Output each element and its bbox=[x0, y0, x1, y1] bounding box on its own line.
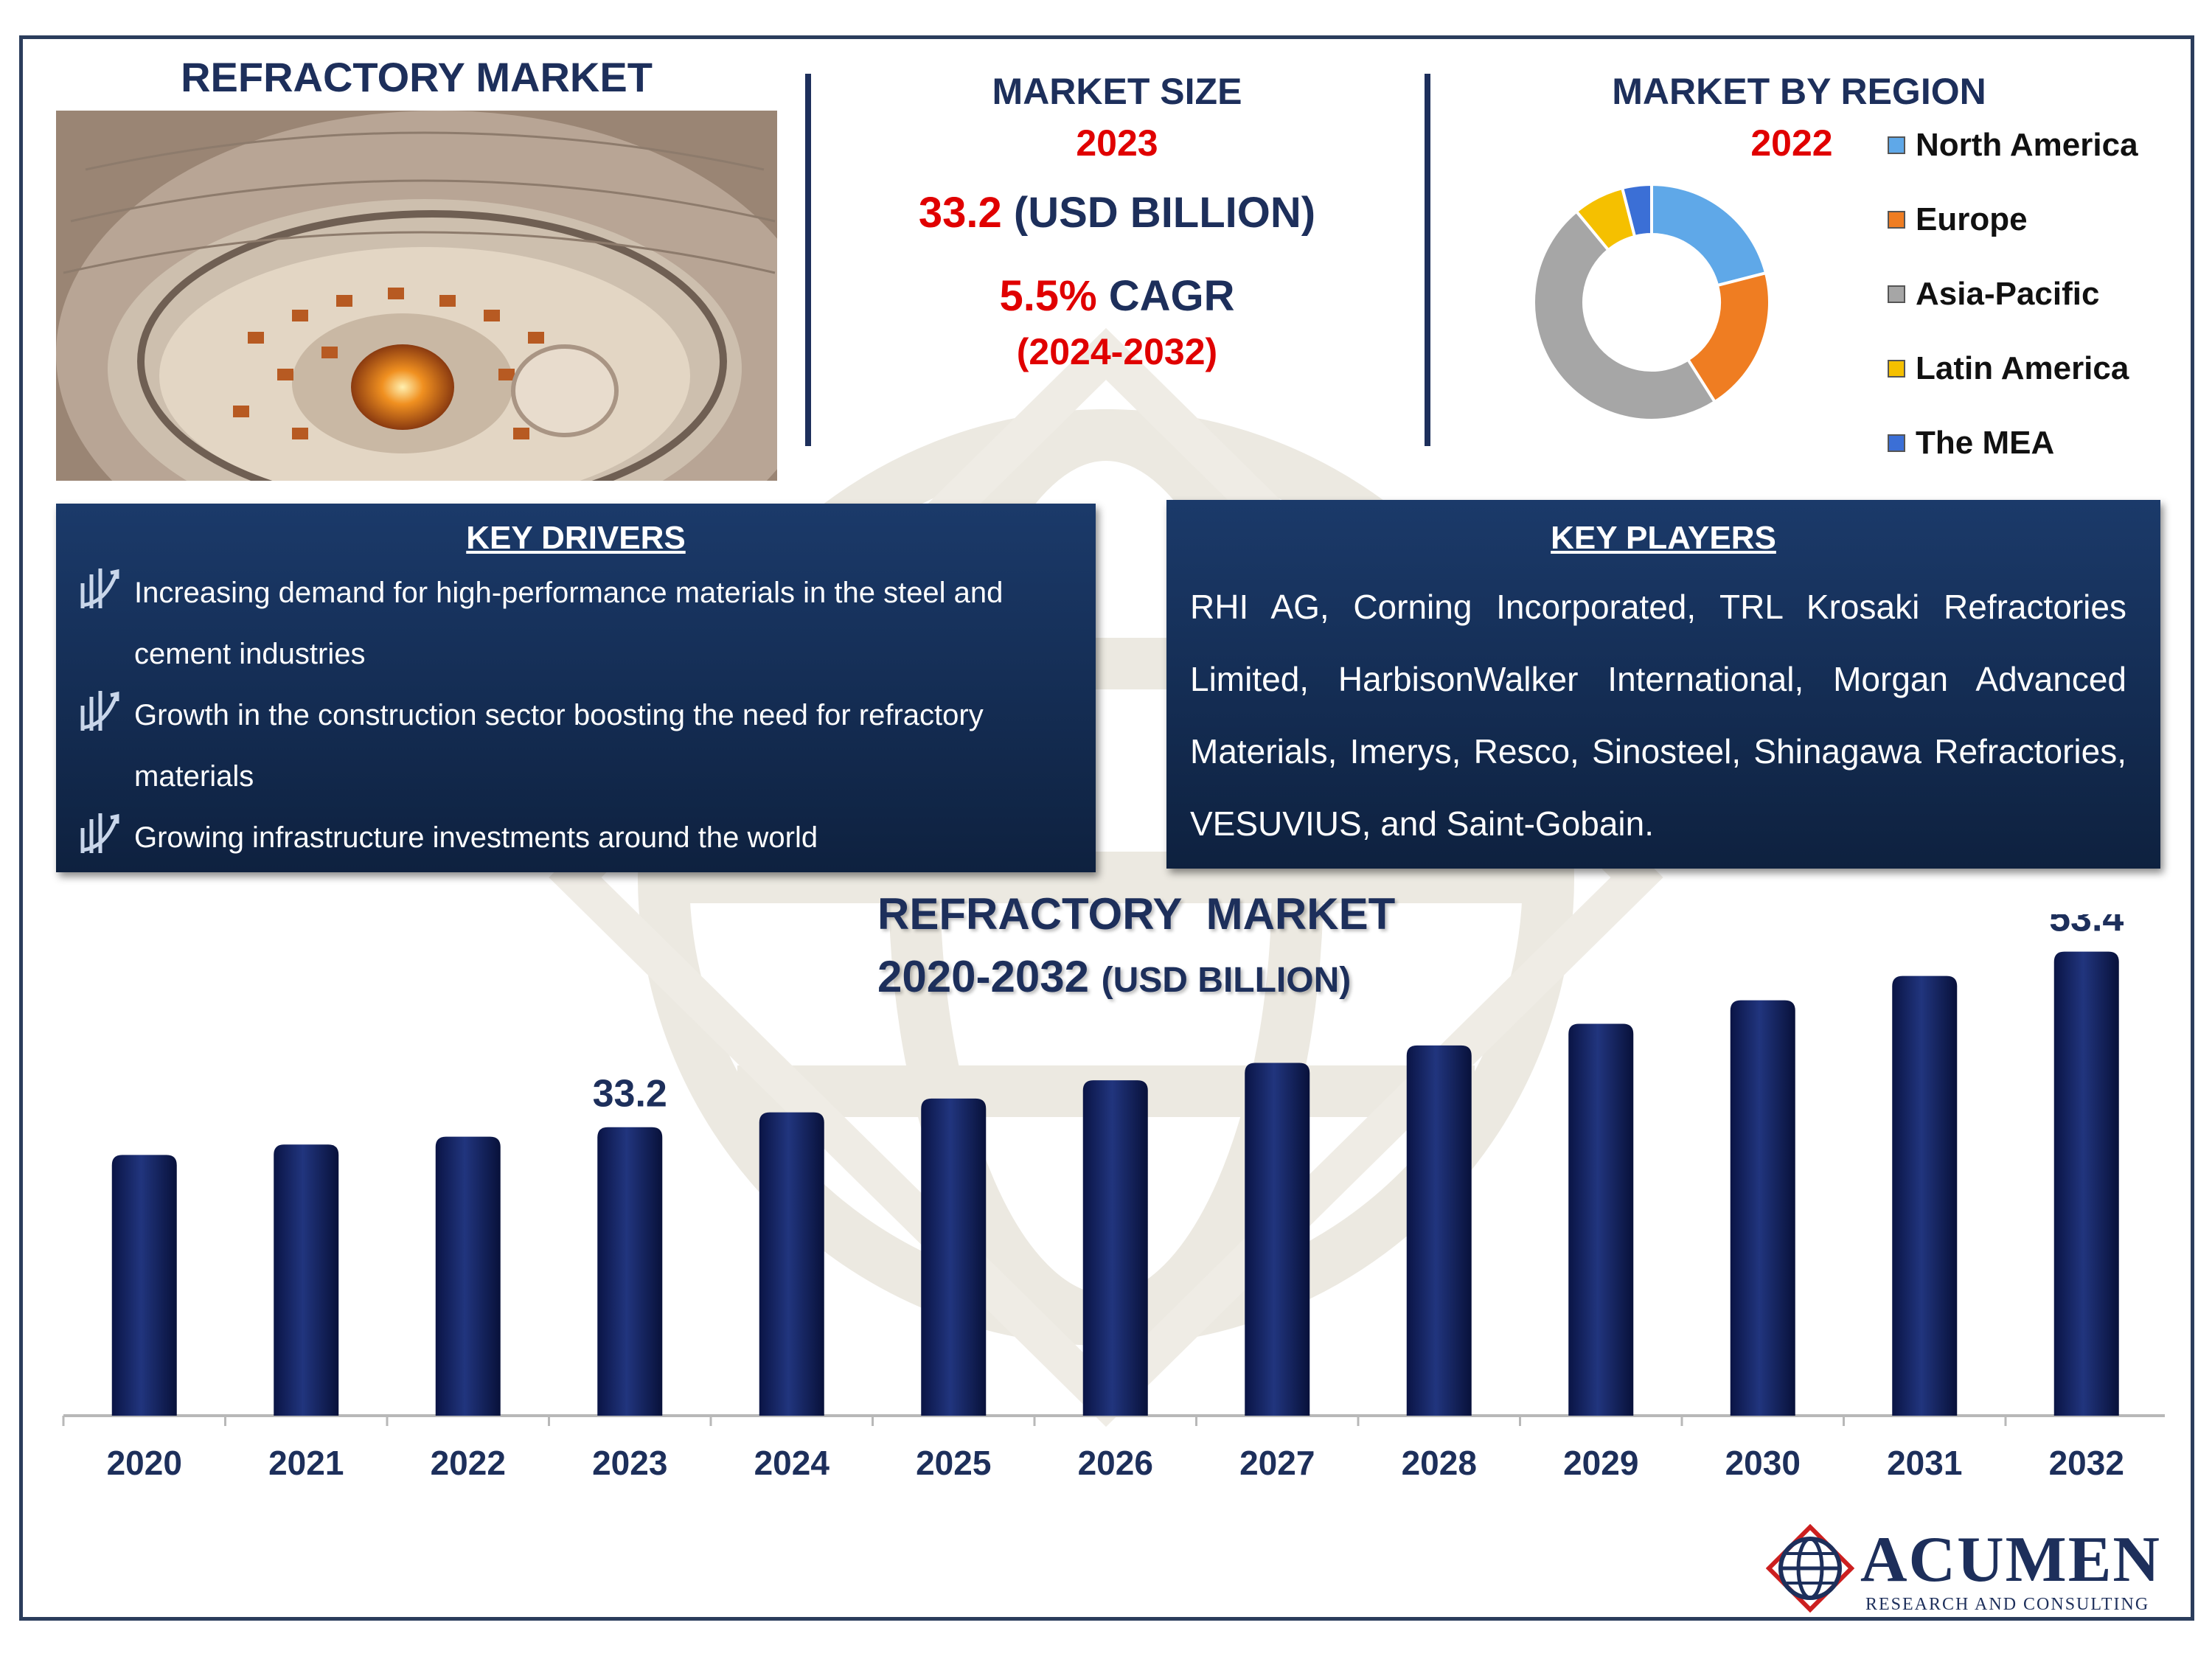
x-tick-label: 2030 bbox=[1725, 1444, 1801, 1482]
latin-america-swatch-icon bbox=[1888, 360, 1905, 378]
growth-chart-icon bbox=[80, 568, 119, 608]
key-players-title: KEY PLAYERS bbox=[1551, 520, 1776, 556]
cagr-value: 5.5% bbox=[999, 272, 1097, 320]
driver-item: Growth in the construction sector boosti… bbox=[77, 685, 1085, 807]
key-drivers-title: KEY DRIVERS bbox=[466, 520, 686, 556]
north-america-swatch-icon bbox=[1888, 136, 1905, 154]
logo-name: ACUMEN bbox=[1860, 1524, 2161, 1596]
bar-2024 bbox=[759, 1112, 824, 1416]
legend-europe: Europe bbox=[1888, 201, 2028, 238]
chart-title: REFRACTORY MARKET bbox=[877, 889, 1396, 939]
donut-slice-north-america bbox=[1650, 182, 1768, 288]
x-tick-label: 2029 bbox=[1563, 1444, 1638, 1482]
bar-chart: 2020 2021 2022 2023 33.2 2024 2025 2026 2027 2028… bbox=[62, 914, 2165, 1482]
driver-item: Growing infrastructure investments aroun… bbox=[77, 807, 1085, 869]
divider-left bbox=[805, 74, 811, 446]
x-tick-label: 2020 bbox=[107, 1444, 182, 1482]
region-title: MARKET BY REGION bbox=[1612, 71, 1986, 112]
market-size-unit: (USD BILLION) bbox=[1013, 189, 1316, 237]
x-tick-label: 2028 bbox=[1402, 1444, 1477, 1482]
key-players-panel: KEY PLAYERS RHI AG, Corning Incorporated… bbox=[1166, 500, 2160, 869]
driver-item: Increasing demand for high-performance m… bbox=[77, 563, 1085, 685]
chart-subtitle: 2020-2032 (USD BILLION) bbox=[877, 951, 1351, 1002]
donut-slice-the-mea bbox=[1620, 182, 1653, 239]
x-tick-label: 2025 bbox=[916, 1444, 991, 1482]
mea-swatch-icon bbox=[1888, 434, 1905, 452]
europe-swatch-icon bbox=[1888, 211, 1905, 229]
donut-hole bbox=[1585, 236, 1718, 369]
acumen-logo: ACUMEN RESEARCH AND CONSULTING bbox=[1766, 1523, 2171, 1618]
legend-label: Europe bbox=[1916, 201, 2028, 237]
market-size-value-line: 33.2 (USD BILLION) bbox=[826, 188, 1408, 237]
infographic-frame bbox=[19, 35, 2194, 1621]
bar-2026 bbox=[1082, 1080, 1148, 1416]
bar-2022 bbox=[435, 1136, 501, 1416]
chart-subtitle-unit: (USD BILLION) bbox=[1101, 961, 1352, 1000]
growth-chart-icon bbox=[80, 691, 119, 731]
legend-label: Asia-Pacific bbox=[1916, 276, 2100, 312]
key-drivers-panel: KEY DRIVERS Increasing demand for high-p… bbox=[56, 504, 1096, 872]
legend-label: North America bbox=[1916, 127, 2138, 163]
legend-latin-america: Latin America bbox=[1888, 350, 2129, 387]
x-tick-label: 2027 bbox=[1239, 1444, 1315, 1482]
x-tick-label: 2024 bbox=[754, 1444, 830, 1482]
bar-2029 bbox=[1568, 1023, 1634, 1416]
chart-subtitle-years: 2020-2032 bbox=[877, 952, 1089, 1001]
market-size-label: MARKET SIZE bbox=[992, 71, 1242, 112]
legend-label: The MEA bbox=[1916, 425, 2055, 461]
driver-text: Growing infrastructure investments aroun… bbox=[134, 821, 818, 854]
x-tick-label: 2022 bbox=[431, 1444, 506, 1482]
cagr-label: CAGR bbox=[1108, 272, 1235, 320]
cagr-line: 5.5% CAGR bbox=[826, 271, 1408, 321]
bar-2030 bbox=[1730, 1000, 1795, 1416]
driver-text: Increasing demand for high-performance m… bbox=[134, 577, 1004, 670]
region-donut-chart bbox=[1532, 182, 1771, 422]
driver-text: Growth in the construction sector boosti… bbox=[134, 699, 984, 793]
bar-2032 bbox=[2053, 951, 2119, 1416]
key-players-text: RHI AG, Corning Incorporated, TRL Krosak… bbox=[1190, 588, 2126, 843]
data-label-2032: 53.4 bbox=[2049, 914, 2124, 940]
cagr-period: (2024-2032) bbox=[1016, 331, 1218, 372]
legend-north-america: North America bbox=[1888, 127, 2138, 164]
legend-asia-pacific: Asia-Pacific bbox=[1888, 276, 2099, 313]
page-title: REFRACTORY MARKET bbox=[181, 54, 653, 100]
globe-logo-icon bbox=[1766, 1524, 1854, 1613]
market-size-value: 33.2 bbox=[918, 189, 1002, 237]
furnace-photo bbox=[56, 111, 777, 481]
bar-2023 bbox=[597, 1127, 663, 1416]
legend-label: Latin America bbox=[1916, 350, 2129, 386]
growth-chart-icon bbox=[80, 813, 119, 853]
x-tick-label: 2032 bbox=[2049, 1444, 2124, 1482]
x-tick-label: 2021 bbox=[268, 1444, 344, 1482]
bar-2025 bbox=[921, 1098, 987, 1416]
logo-tagline: RESEARCH AND CONSULTING bbox=[1865, 1595, 2150, 1614]
region-year: 2022 bbox=[1750, 122, 1833, 164]
bar-2021 bbox=[274, 1144, 339, 1416]
bar-2028 bbox=[1406, 1045, 1472, 1416]
donut-slice-europe bbox=[1686, 271, 1771, 404]
bar-2027 bbox=[1245, 1062, 1310, 1416]
market-size-year: 2023 bbox=[1076, 122, 1158, 164]
donut-slice-asia-pacific bbox=[1532, 209, 1717, 422]
bar-2020 bbox=[111, 1155, 177, 1416]
x-tick-label: 2031 bbox=[1887, 1444, 1962, 1482]
data-label-2023: 33.2 bbox=[593, 1073, 667, 1116]
x-tick-label: 2026 bbox=[1078, 1444, 1153, 1482]
x-tick-label: 2023 bbox=[592, 1444, 667, 1482]
divider-right bbox=[1425, 74, 1430, 446]
legend-mea: The MEA bbox=[1888, 425, 2054, 462]
bar-2031 bbox=[1892, 975, 1958, 1416]
asia-pacific-swatch-icon bbox=[1888, 285, 1905, 303]
